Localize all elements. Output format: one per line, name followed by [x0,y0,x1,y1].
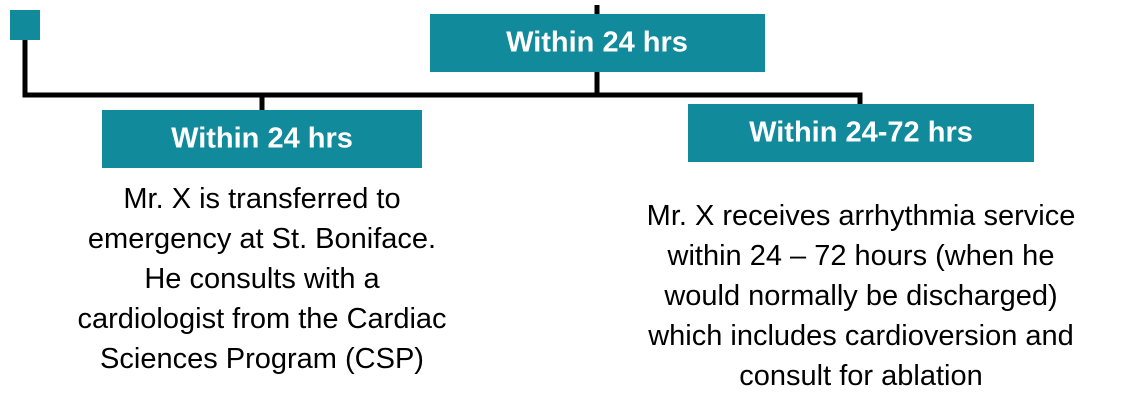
branch-label: Within 24 hrs [171,123,353,155]
top-box [430,14,765,72]
body-line: Sciences Program (CSP) [100,343,424,375]
top-label: Within 24 hrs [506,27,688,59]
body-line: emergency at St. Boniface. [88,223,436,255]
corner-square [10,10,40,40]
connector [22,5,863,115]
branch-box [688,104,1034,162]
branch-box [102,110,422,168]
body-line: consult for ablation [739,360,982,392]
body-line: would normally be discharged) [663,280,1057,312]
body-line: cardiologist from the Cardiac [77,303,446,335]
text-group: Mr. X is transferred to emergency at St. … [77,183,1075,392]
body-line: which includes cardioversion and [647,320,1074,352]
body-line: within 24 – 72 hours (when he [667,240,1055,272]
body-line: Mr. X is transferred to [123,183,400,215]
body-line: Mr. X receives arrhythmia service [647,200,1076,232]
body-line: He consults with a [144,263,380,295]
branch-label: Within 24-72 hrs [749,117,973,149]
